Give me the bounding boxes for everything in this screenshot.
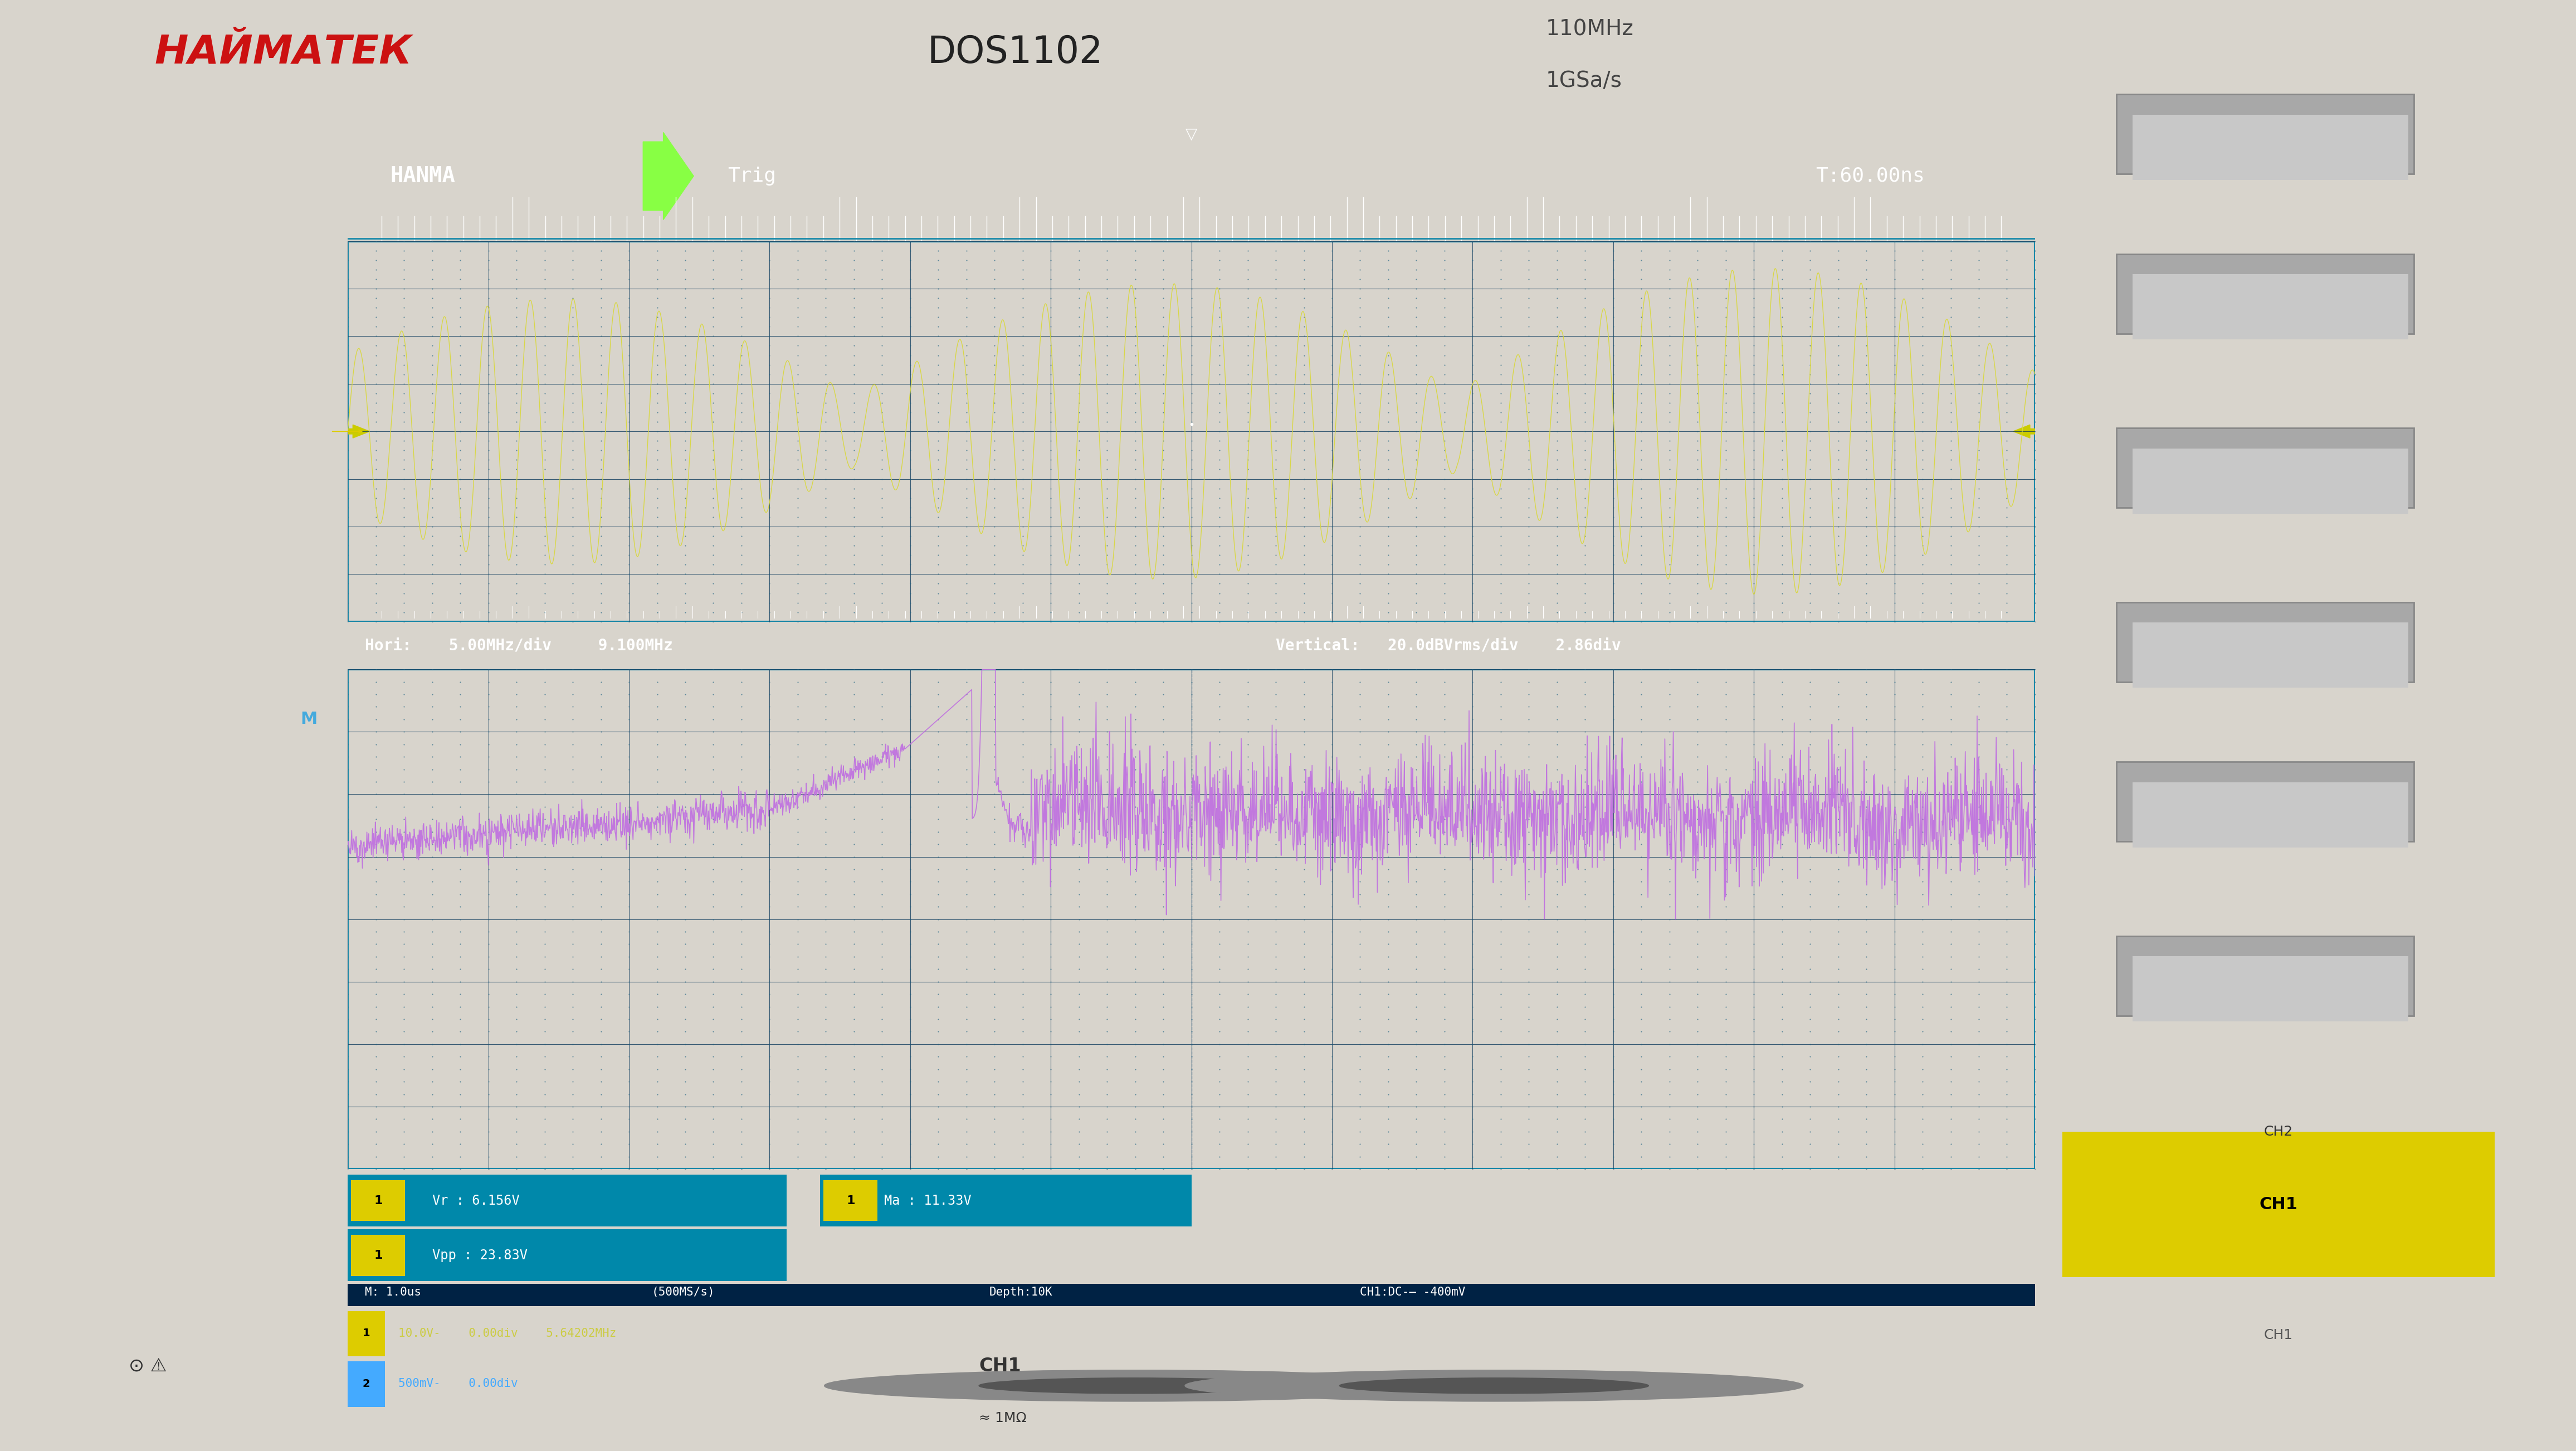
Bar (348, 1174, 786, 1226)
Text: CH1:DC-― -400mV: CH1:DC-― -400mV (1360, 1287, 1466, 1297)
Text: 1GSa/s: 1GSa/s (1546, 71, 1623, 91)
Text: 500mV-    0.00div: 500mV- 0.00div (399, 1378, 518, 1390)
Text: Trig: Trig (726, 167, 775, 186)
Text: CH2: CH2 (2264, 1125, 2293, 1139)
Bar (2117, 762, 2414, 842)
Bar (2133, 448, 2409, 514)
Text: M: M (301, 711, 317, 727)
Bar (348, 1229, 786, 1281)
Text: ▽: ▽ (1185, 126, 1198, 142)
Bar (2133, 622, 2409, 688)
Text: 2: 2 (363, 1378, 371, 1389)
Bar (2133, 782, 2409, 847)
Bar (2133, 115, 2409, 180)
Bar (350, 1235, 404, 1275)
Text: Hori:    5.00MHz/div     9.100MHz: Hori: 5.00MHz/div 9.100MHz (366, 638, 672, 653)
Text: ⊙ ⚠: ⊙ ⚠ (129, 1357, 167, 1376)
Circle shape (1340, 1378, 1649, 1393)
Text: HANMA: HANMA (389, 165, 456, 187)
Bar (348, 1284, 2035, 1306)
Text: (500MS/s): (500MS/s) (652, 1287, 714, 1297)
Text: ≈ 1MΩ: ≈ 1MΩ (979, 1412, 1028, 1425)
FancyArrow shape (644, 132, 693, 219)
Bar (348, 1361, 384, 1407)
Bar (2117, 936, 2414, 1016)
Text: 1: 1 (374, 1249, 381, 1261)
Text: Ma : 11.33V: Ma : 11.33V (884, 1194, 971, 1207)
Circle shape (824, 1370, 1443, 1402)
Text: 1: 1 (848, 1196, 855, 1206)
Bar (2133, 274, 2409, 340)
Bar (350, 1180, 404, 1222)
Bar (2117, 94, 2414, 174)
Text: 1: 1 (363, 1328, 371, 1338)
Text: DOS1102: DOS1102 (927, 33, 1103, 71)
Text: CH1: CH1 (2259, 1196, 2298, 1213)
FancyArrow shape (340, 425, 371, 438)
Text: Vpp : 23.83V: Vpp : 23.83V (433, 1249, 528, 1262)
Bar (348, 1310, 384, 1357)
Text: Depth:10K: Depth:10K (989, 1287, 1051, 1297)
Bar (2063, 1132, 2494, 1277)
Bar (2117, 428, 2414, 508)
Text: CH1: CH1 (979, 1357, 1020, 1376)
Text: Vertical:   20.0dBVrms/div    2.86div: Vertical: 20.0dBVrms/div 2.86div (1275, 638, 1620, 653)
Circle shape (1185, 1370, 1803, 1402)
Text: 1: 1 (374, 1196, 381, 1206)
Text: T:60.00ns: T:60.00ns (1816, 167, 1924, 186)
Bar (824, 1180, 878, 1222)
Bar (2133, 956, 2409, 1022)
Text: 110MHz: 110MHz (1546, 19, 1633, 39)
FancyArrow shape (2012, 425, 2043, 438)
Text: НАЙМАТЕК: НАЙМАТЕК (155, 33, 412, 71)
Bar (819, 1174, 1193, 1226)
Text: M: 1.0us: M: 1.0us (366, 1287, 420, 1297)
Text: CH1: CH1 (2264, 1328, 2293, 1342)
Text: Vr : 6.156V: Vr : 6.156V (433, 1194, 520, 1207)
Text: 10.0V-    0.00div    5.64202MHz: 10.0V- 0.00div 5.64202MHz (399, 1328, 616, 1339)
Circle shape (979, 1378, 1288, 1393)
Bar (2117, 254, 2414, 334)
Bar (2117, 602, 2414, 682)
